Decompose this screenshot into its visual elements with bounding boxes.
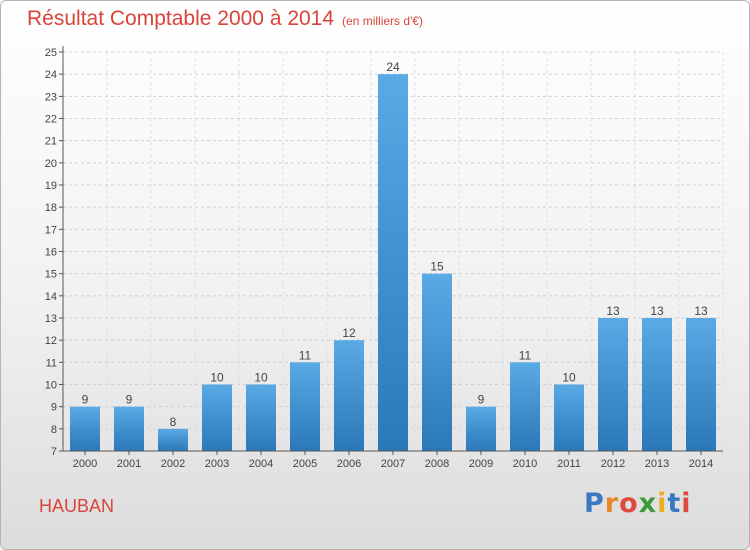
logo-letter: t [667, 488, 682, 519]
y-tick-label: 12 [45, 335, 57, 347]
x-tick-label: 2009 [469, 458, 493, 470]
bar-2004 [246, 384, 276, 451]
bar-2005 [290, 362, 320, 451]
axes: 7 8 9 10 11 12 13 14 15 16 17 18 19 20 21 22 23 24 25 2000 2… [45, 46, 723, 470]
bar-2007 [378, 74, 408, 452]
x-tick-label: 2011 [557, 458, 581, 470]
value-label: 9 [478, 393, 485, 407]
bar-2010 [510, 362, 540, 451]
y-tick-label: 14 [45, 291, 57, 303]
bar-2000 [70, 406, 100, 451]
value-label: 11 [519, 348, 532, 362]
bar-2006 [334, 340, 364, 451]
x-tick-label: 2007 [381, 458, 405, 470]
value-label: 8 [170, 415, 177, 429]
y-tick-label: 20 [45, 158, 57, 170]
x-tick-label: 2014 [689, 458, 713, 470]
municipality-name: HAUBAN [39, 496, 115, 516]
bar-2001 [114, 406, 144, 451]
x-tick-label: 2003 [205, 458, 229, 470]
bar-2009 [466, 406, 496, 451]
y-tick-label: 16 [45, 247, 57, 259]
value-label: 13 [606, 304, 620, 318]
x-tick-label: 2008 [425, 458, 449, 470]
bar-2002 [158, 428, 188, 451]
chart-title-main: Résultat Comptable 2000 à 2014 [27, 7, 335, 30]
x-tick-label: 2010 [513, 458, 537, 470]
bars: 9 9 8 10 10 11 12 24 15 9 11 10 13 13 13 [70, 60, 716, 452]
x-tick-label: 2012 [601, 458, 625, 470]
x-tick-label: 2013 [645, 458, 669, 470]
value-label: 11 [299, 348, 312, 362]
y-tick-label: 25 [45, 47, 57, 59]
y-tick-label: 10 [45, 380, 57, 392]
x-tick-label: 2005 [293, 458, 317, 470]
value-label: 9 [126, 393, 133, 407]
x-tick-label: 2000 [73, 458, 97, 470]
y-tick-label: 23 [45, 91, 57, 103]
bar-2003 [202, 384, 232, 451]
proxiti-logo: Proxiti [584, 488, 692, 519]
value-label: 12 [342, 326, 356, 340]
y-tick-label: 11 [46, 357, 57, 369]
x-tick-label: 2001 [117, 458, 141, 470]
value-label: 10 [562, 371, 576, 385]
bar-2013 [642, 318, 672, 451]
logo-letter: r [604, 488, 620, 519]
value-label: 13 [650, 304, 664, 318]
y-tick-label: 8 [51, 424, 57, 436]
y-tick-label: 22 [45, 114, 57, 126]
logo-letter: i [681, 488, 692, 519]
y-tick-label: 9 [51, 402, 57, 414]
value-label: 9 [82, 393, 89, 407]
chart-subtitle: (en milliers d'€) [342, 14, 424, 28]
y-tick-label: 13 [45, 313, 57, 325]
bar-2014 [686, 318, 716, 451]
logo-letter: i [657, 488, 668, 519]
y-tick-label: 15 [45, 269, 57, 281]
bar-2011 [554, 384, 584, 451]
y-tick-label: 17 [45, 224, 57, 236]
x-tick-label: 2002 [161, 458, 185, 470]
y-tick-label: 7 [51, 446, 57, 458]
logo-letter: x [638, 488, 658, 519]
value-label: 10 [210, 371, 224, 385]
bar-2012 [598, 318, 628, 451]
chart-title: Résultat Comptable 2000 à 2014 (en millie… [27, 7, 423, 31]
logo-letter: P [584, 488, 605, 519]
value-label: 15 [430, 260, 444, 274]
bar-2008 [422, 273, 452, 451]
value-label: 24 [386, 60, 400, 74]
x-tick-label: 2006 [337, 458, 361, 470]
logo-letter: o [619, 488, 639, 519]
y-tick-label: 24 [45, 69, 57, 81]
y-tick-label: 18 [45, 202, 57, 214]
value-label: 13 [694, 304, 708, 318]
y-tick-label: 21 [45, 136, 57, 148]
value-label: 10 [254, 371, 268, 385]
x-tick-label: 2004 [249, 458, 273, 470]
y-tick-label: 19 [45, 180, 57, 192]
